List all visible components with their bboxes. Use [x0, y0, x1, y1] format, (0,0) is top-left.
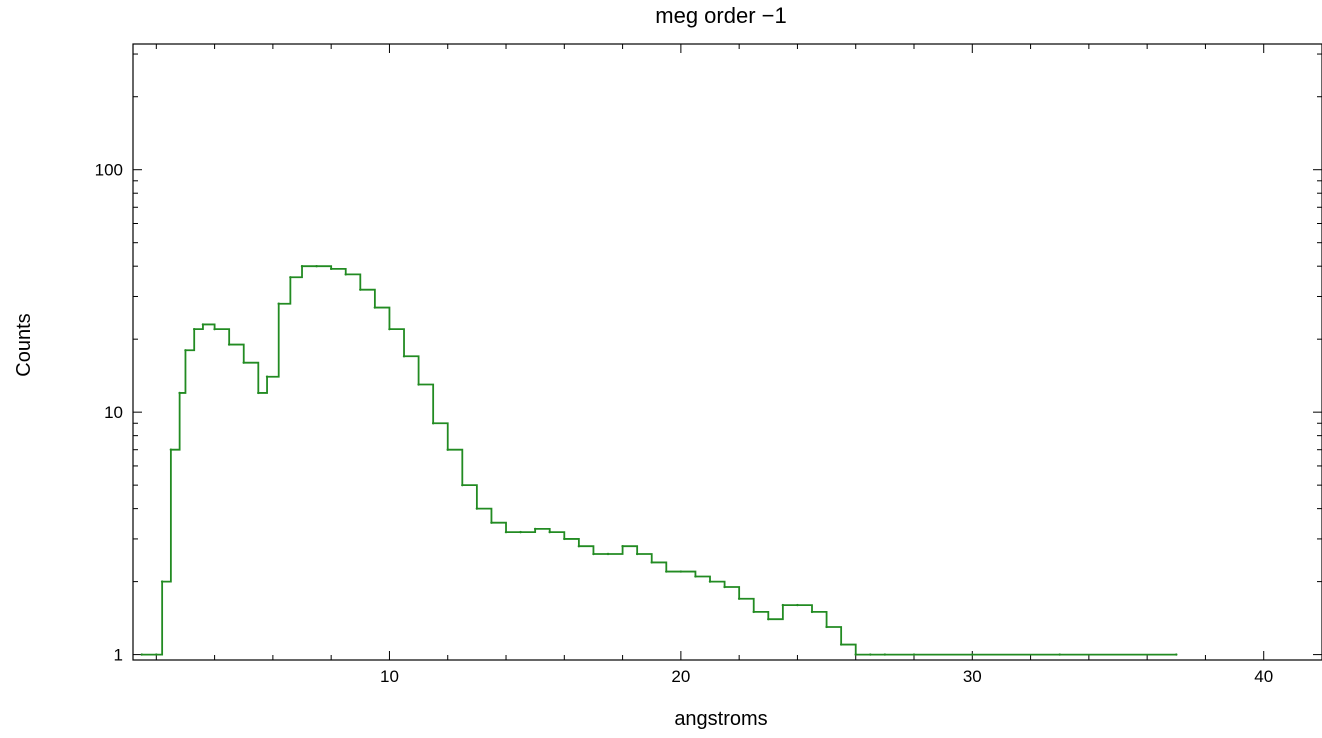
- data-point: [869, 653, 872, 656]
- data-point: [679, 570, 683, 573]
- data-point: [767, 617, 770, 621]
- data-point: [289, 276, 292, 279]
- data-point: [533, 527, 537, 531]
- data-point: [621, 544, 624, 548]
- data-point: [490, 521, 493, 524]
- x-tick-label: 10: [380, 667, 399, 686]
- x-axis-ticks: 10 20 30 40: [155, 44, 1322, 686]
- data-point: [178, 391, 181, 395]
- data-point: [796, 603, 799, 607]
- data-point: [606, 552, 610, 556]
- data-point: [752, 610, 755, 614]
- data-point: [475, 507, 479, 510]
- data-point: [155, 653, 158, 656]
- data-point: [577, 544, 581, 548]
- data-point: [160, 580, 164, 583]
- data-point: [912, 653, 916, 656]
- data-point: [665, 570, 668, 573]
- data-point: [548, 530, 551, 534]
- data-point: [201, 323, 205, 326]
- x-tick-label: 40: [1254, 667, 1273, 686]
- chart-title: meg order −1: [655, 3, 786, 28]
- data-point: [563, 537, 566, 541]
- y-axis-ticks: 1 10 100: [95, 53, 1322, 665]
- data-point: [592, 552, 595, 556]
- data-point: [213, 327, 216, 331]
- data-point: [300, 264, 304, 268]
- data-point: [242, 361, 245, 364]
- data-point: [694, 575, 697, 578]
- data-point: [277, 302, 280, 305]
- data-point: [431, 422, 435, 425]
- data-point: [373, 306, 377, 309]
- plot-frame: [132, 43, 1322, 661]
- data-point: [417, 383, 420, 386]
- data-point: [315, 264, 318, 268]
- data-point: [461, 483, 464, 487]
- data-point: [723, 585, 726, 589]
- data-point: [883, 653, 887, 656]
- data-point: [781, 603, 785, 607]
- data-point: [650, 561, 653, 564]
- data-point: [504, 530, 508, 534]
- data-point: [344, 273, 347, 276]
- data-point: [708, 580, 712, 583]
- data-point: [257, 391, 260, 395]
- data-point: [810, 610, 814, 614]
- data-point: [635, 552, 639, 556]
- data-point: [1058, 653, 1061, 656]
- data-point: [1175, 653, 1178, 656]
- series-line: [141, 265, 1177, 656]
- data-point: [519, 530, 522, 534]
- x-tick-label: 20: [671, 667, 690, 686]
- data-point: [854, 653, 857, 656]
- data-point: [839, 643, 843, 646]
- data-point: [737, 597, 741, 600]
- data-point: [184, 349, 187, 352]
- data-point: [329, 267, 333, 271]
- x-tick-label: 30: [963, 667, 982, 686]
- data-point: [227, 343, 231, 346]
- data-point: [169, 448, 173, 451]
- data-point: [388, 327, 391, 331]
- data-point: [446, 448, 449, 451]
- series-layer: [140, 264, 1178, 656]
- data-point: [971, 653, 974, 656]
- data-point: [193, 327, 196, 331]
- y-tick-label: 10: [104, 403, 123, 422]
- y-axis-title: Counts: [13, 313, 35, 376]
- data-point: [359, 288, 362, 291]
- y-tick-label: 100: [95, 161, 123, 180]
- data-point: [825, 625, 828, 629]
- x-axis-title: angstroms: [674, 708, 767, 730]
- data-point: [140, 653, 143, 656]
- data-point: [402, 355, 406, 358]
- data-point: [265, 375, 269, 378]
- y-tick-label: 1: [114, 646, 123, 665]
